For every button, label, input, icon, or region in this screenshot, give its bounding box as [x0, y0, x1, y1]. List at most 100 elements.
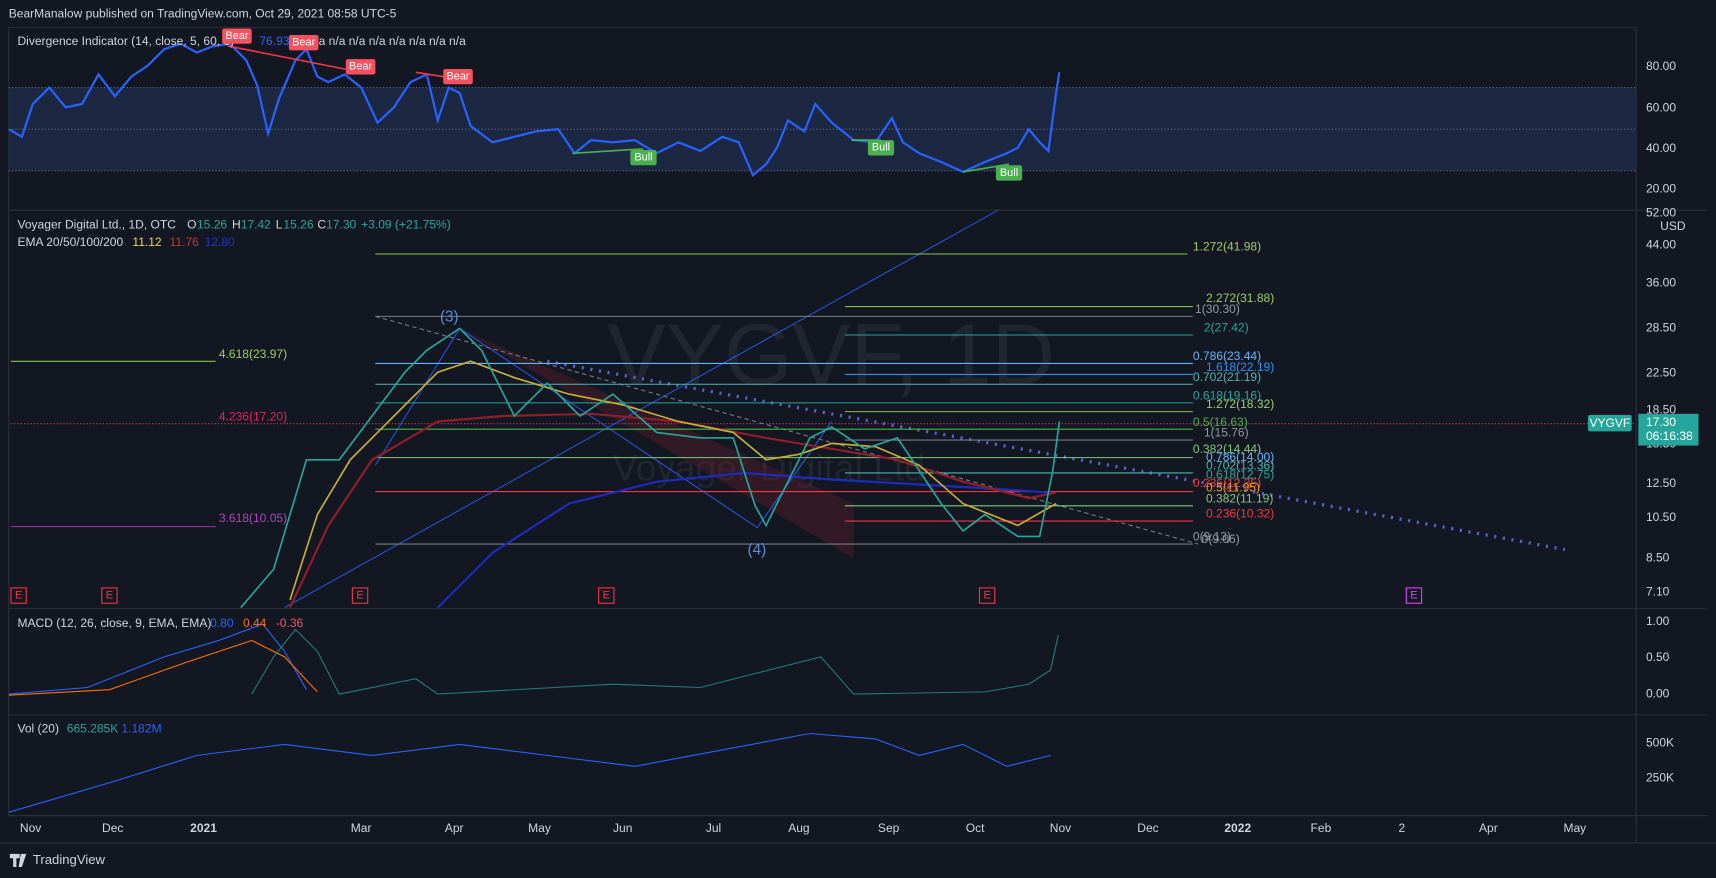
- fib-label: 0.382(11.19): [1206, 491, 1273, 505]
- fib-label: 4.236(17.20): [219, 409, 287, 423]
- y-tick-label: 22.50: [1646, 366, 1676, 380]
- x-tick-label: 2022: [1224, 821, 1251, 835]
- wave-label: (3): [440, 309, 459, 326]
- fib-label: 0.382(14.44): [1193, 442, 1261, 456]
- ohlc-label: L: [276, 218, 283, 232]
- fib-label: 0(9.06): [1202, 532, 1240, 546]
- ema-value: 12.80: [205, 235, 235, 249]
- earnings-marker: E: [106, 589, 113, 601]
- fib-label: 2.272(31.88): [1206, 291, 1274, 305]
- ohlc-label: H: [232, 218, 241, 232]
- earnings-marker: E: [1410, 589, 1417, 601]
- macd-pane: MACD (12, 26, close, 9, EMA, EMA) 0.80 0…: [8, 614, 1670, 700]
- fib-label: 0.236(10.32): [1206, 507, 1274, 521]
- volume-value: 665.285K: [67, 721, 119, 735]
- x-tick-label: Nov: [20, 821, 41, 835]
- fib-label: 0.236(12.35): [1193, 476, 1261, 490]
- x-tick-label: Mar: [351, 821, 372, 835]
- ohlc-value: 17.30: [326, 218, 356, 232]
- ohlc-label: C: [317, 218, 326, 232]
- macd-value: 0.44: [243, 616, 267, 630]
- fib-label: 0.618(12.75): [1206, 467, 1274, 481]
- y-tick-label: 250K: [1646, 771, 1674, 785]
- bull-label: Bull: [1000, 167, 1018, 179]
- currency: USD: [1660, 219, 1686, 233]
- x-tick-label: 2: [1399, 821, 1406, 835]
- y-tick-label: 36.00: [1646, 276, 1676, 290]
- fib-label: 0.702(21.19): [1193, 370, 1261, 384]
- indicator-na: n/a n/a n/a n/a n/a n/a n/a n/a: [309, 34, 466, 48]
- ohlc-label: O: [187, 218, 196, 232]
- symbol-tag: VYGVF: [1589, 416, 1630, 430]
- bar-countdown: 06:16:38: [1646, 429, 1693, 443]
- ohlc-value: 15.26: [283, 218, 313, 232]
- fib-label: 2(27.42): [1204, 321, 1249, 335]
- fib-label: 0(9.13): [1193, 530, 1231, 544]
- volume-value: 1.182M: [121, 721, 161, 735]
- y-tick-label: 18.50: [1646, 403, 1676, 417]
- y-tick-label: 8.50: [1646, 551, 1670, 565]
- x-tick-label: May: [528, 821, 551, 835]
- ema-value: 11.12: [132, 235, 162, 249]
- y-tick-label: 80.00: [1646, 59, 1676, 73]
- x-tick-label: Feb: [1311, 821, 1332, 835]
- macd-value: -0.36: [276, 616, 304, 630]
- fib-label: 1.272(41.98): [1193, 240, 1261, 254]
- earnings-marker: E: [983, 589, 990, 601]
- y-tick-label: 28.50: [1646, 321, 1676, 335]
- x-tick-label: Aug: [788, 821, 809, 835]
- y-tick-label: 40.00: [1646, 141, 1676, 155]
- pane-frames: [0, 26, 1716, 844]
- ohlc-value: 17.42: [241, 218, 271, 232]
- x-tick-label: May: [1563, 821, 1586, 835]
- y-tick-label: 0.50: [1646, 650, 1670, 664]
- last-price: 17.30: [1646, 415, 1676, 429]
- x-tick-label: Sep: [878, 821, 900, 835]
- macd-title: MACD (12, 26, close, 9, EMA, EMA): [18, 616, 212, 630]
- indicator-title: Divergence Indicator (14, close, 5, 60, …: [18, 34, 235, 48]
- ema-title: EMA 20/50/100/200: [18, 235, 124, 249]
- symbol: Voyager Digital Ltd., 1D, OTC: [18, 218, 177, 232]
- earnings-marker: E: [603, 589, 610, 601]
- x-tick-label: Oct: [966, 821, 985, 835]
- earnings-markers: E E E E E E: [10, 587, 1423, 604]
- fib-label: 0.5(16.63): [1193, 415, 1248, 429]
- bear-label: Bear: [446, 71, 469, 83]
- x-tick-label: Dec: [1137, 821, 1158, 835]
- y-tick-label: 52.00: [1646, 206, 1676, 220]
- bear-label: Bear: [292, 37, 315, 49]
- macd-value: 0.80: [210, 616, 234, 630]
- fib-label: 0.786(14.00): [1206, 450, 1274, 464]
- earnings-marker: E: [15, 589, 22, 601]
- bull-label: Bull: [872, 142, 890, 154]
- x-tick-label: 2021: [190, 821, 217, 835]
- footer: TradingView: [9, 852, 106, 868]
- volume-pane: Vol (20) 665.285K 1.182M 500K 250K: [8, 721, 1674, 813]
- x-axis: Nov Dec 2021 Mar Apr May Jun Jul Aug Sep…: [20, 821, 1586, 835]
- y-tick-label: 12.50: [1646, 476, 1676, 490]
- ema-value: 11.76: [170, 235, 200, 249]
- fib-label: 1.272(18.32): [1206, 397, 1274, 411]
- watermark: VYGVF, 1D: [607, 305, 1055, 403]
- fib-label: 1(30.30): [1195, 302, 1240, 316]
- y-tick-label: 1.00: [1646, 614, 1670, 628]
- brand: TradingView: [33, 852, 106, 867]
- x-tick-label: Apr: [445, 821, 464, 835]
- header: BearManalow published on TradingView.com…: [9, 6, 397, 20]
- y-tick-label: 20.00: [1646, 182, 1676, 196]
- fib-label: 0.702(13.36): [1206, 459, 1274, 473]
- earnings-marker: E: [356, 589, 363, 601]
- x-tick-label: Apr: [1479, 821, 1498, 835]
- y-tick-label: 60.00: [1646, 101, 1676, 115]
- fib-label: 1.618(22.19): [1206, 360, 1274, 374]
- fib-label: 3.618(10.05): [219, 511, 287, 525]
- x-tick-label: Nov: [1050, 821, 1071, 835]
- fib-label: 0.786(23.44): [1193, 349, 1261, 363]
- price-pane: VYGVF, 1D Voyager Digital Ltd Voyager Di…: [10, 206, 1699, 609]
- y-tick-label: 7.10: [1646, 584, 1670, 598]
- fib-label: 1(15.76): [1204, 426, 1249, 440]
- bear-label: Bear: [225, 30, 248, 42]
- y-tick-label: 44.00: [1646, 237, 1676, 251]
- y-tick-label: 10.50: [1646, 510, 1676, 524]
